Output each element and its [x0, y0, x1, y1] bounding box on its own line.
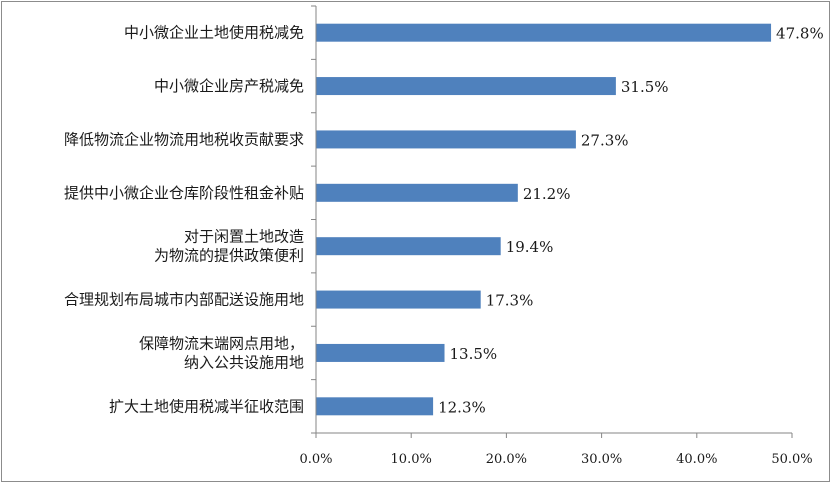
bar-1	[316, 77, 616, 96]
category-label-7: 扩大土地使用税减半征收范围	[109, 397, 304, 415]
value-label-2: 27.3%	[581, 131, 629, 149]
bar-3	[316, 183, 518, 202]
category-label-2: 降低物流企业物流用地税收贡献要求	[64, 130, 304, 148]
bar-7	[316, 397, 434, 416]
category-label-4-line-1: 为物流的提供政策便利	[154, 247, 304, 265]
category-label-1: 中小微企业房产税减免	[154, 77, 304, 95]
axis-group	[311, 5, 793, 438]
category-label-4-line-0: 对于闲置土地改造	[184, 228, 304, 246]
value-label-3: 21.2%	[523, 185, 571, 203]
value-label-7: 12.3%	[438, 398, 486, 416]
bar-5	[316, 290, 481, 309]
x-tick-label-0: 0.0%	[299, 452, 332, 467]
category-label-6-line-1: 纳入公共设施用地	[184, 353, 304, 371]
bars-group	[316, 23, 772, 416]
value-label-5: 17.3%	[486, 292, 534, 310]
category-label-0: 中小微企业土地使用税减免	[124, 24, 304, 42]
x-tick-label-3: 30.0%	[581, 452, 622, 467]
bar-2	[316, 130, 576, 149]
x-tick-label-2: 20.0%	[486, 452, 527, 467]
x-tick-label-5: 50.0%	[771, 452, 812, 467]
x-tick-label-1: 10.0%	[391, 452, 432, 467]
value-label-1: 31.5%	[621, 78, 669, 96]
value-label-6: 13.5%	[450, 345, 498, 363]
category-label-6-line-0: 保障物流末端网点用地，	[139, 334, 304, 352]
bar-0	[316, 23, 772, 42]
labels-group: 47.8% 中小微企业土地使用税减免 31.5% 中小微企业房产税减免 27.3% 降低物…	[64, 24, 824, 467]
x-tick-label-4: 40.0%	[676, 452, 717, 467]
category-label-5: 合理规划布局城市内部配送设施用地	[64, 291, 304, 309]
value-label-4: 19.4%	[506, 238, 554, 256]
value-label-0: 47.8%	[776, 25, 824, 43]
bar-6	[316, 343, 445, 362]
bar-4	[316, 237, 501, 256]
category-label-3: 提供中小微企业仓库阶段性租金补贴	[64, 184, 304, 202]
